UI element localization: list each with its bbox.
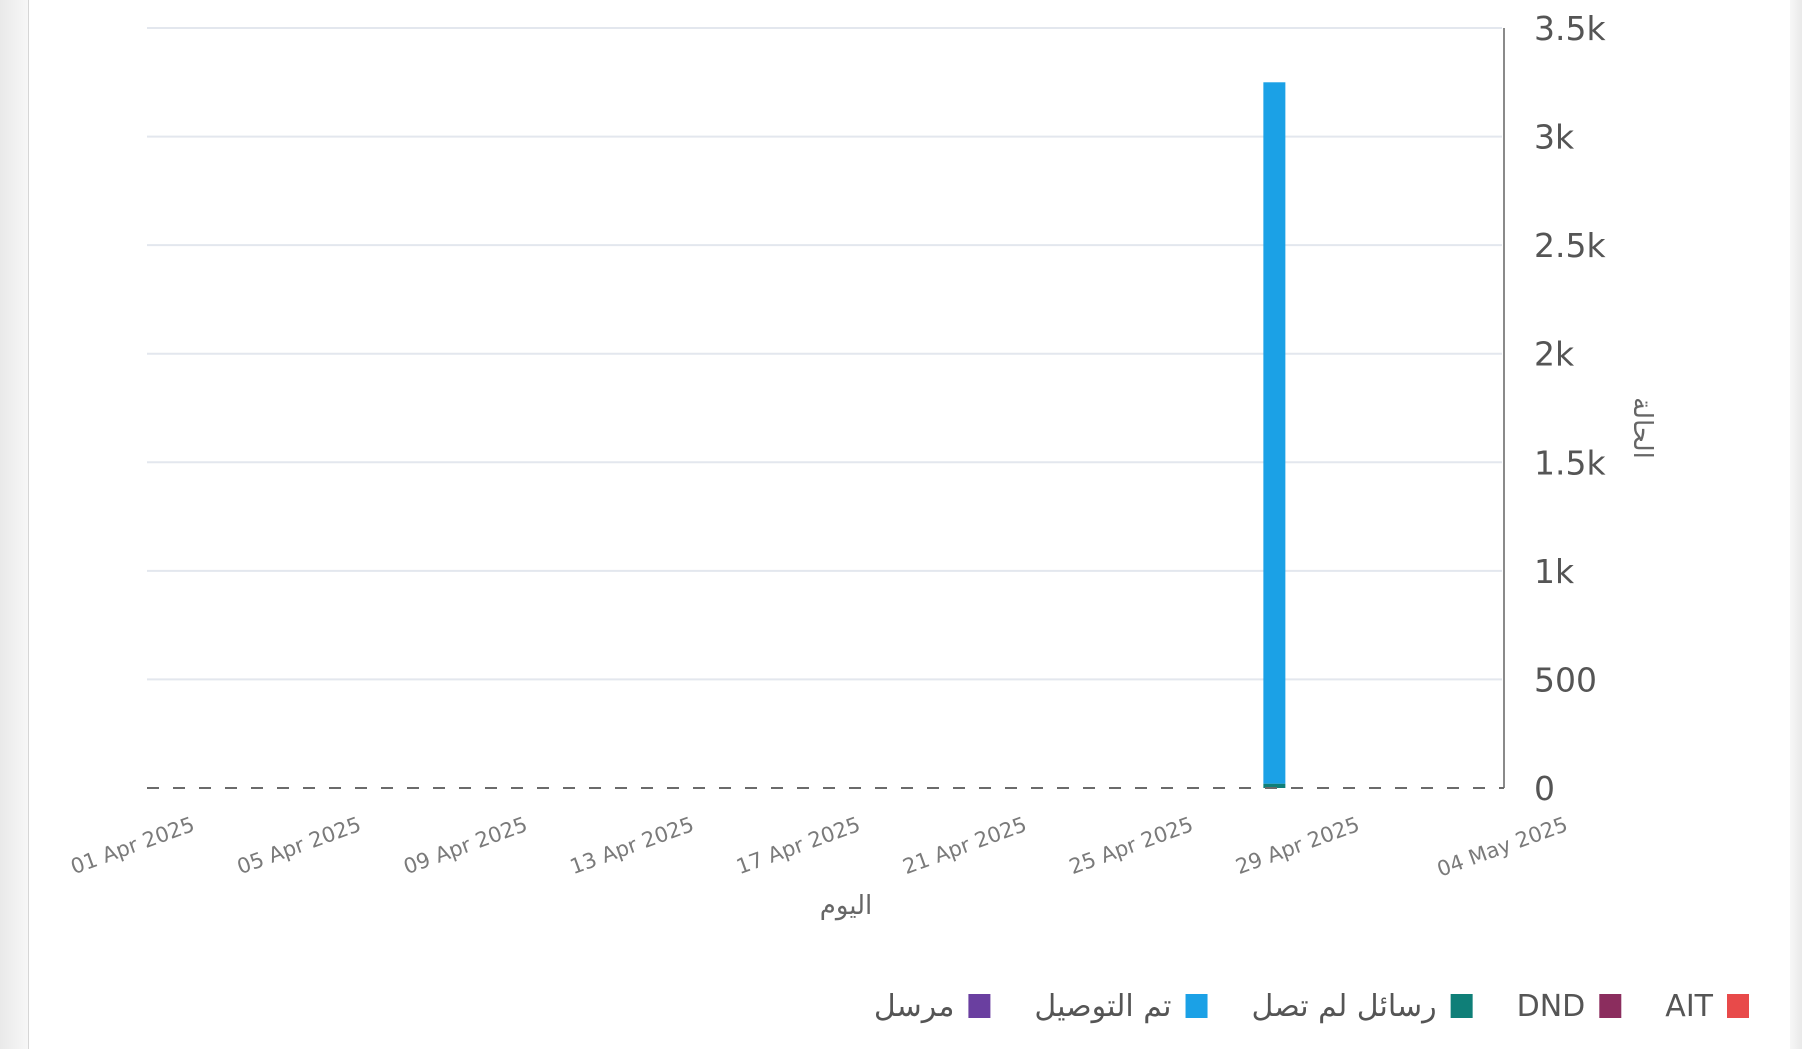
y-tick-label: 500 [1534,660,1597,699]
x-tick-label: 29 Apr 2025 [1232,812,1362,879]
chart-card: 0 500 1k 1.5k 2k 2.5k 3k 3.5k 01 Apr 2025 05 Apr… [28,0,1792,1049]
legend-label: DND [1517,989,1586,1024]
legend-label: AIT [1665,989,1713,1024]
x-tick-label: 21 Apr 2025 [900,812,1030,879]
x-tick-label: 01 Apr 2025 [67,812,197,879]
bar-segment-2-0[interactable] [1263,783,1286,788]
legend-swatch [968,994,991,1018]
legend-swatch [1727,994,1749,1018]
x-tick-label: 25 Apr 2025 [1066,812,1196,879]
legend-item[interactable]: DND [1517,989,1622,1024]
x-axis-title: اليوم [820,891,873,921]
y-tick-label: 2.5k [1534,226,1606,265]
legend-swatch [1450,994,1473,1018]
y-tick-label: 1.5k [1534,443,1606,482]
left-edge-shadow [0,0,28,1049]
axes [147,28,1505,789]
y-tick-label: 3k [1534,118,1575,157]
legend-label: مرسل [874,989,954,1024]
legend-swatch [1185,994,1208,1018]
y-tick-label: 1k [1534,552,1575,591]
y-tick-label: 2k [1534,335,1575,374]
y-tick-label: 3.5k [1534,9,1606,48]
legend-item[interactable]: تم التوصيل [1034,989,1208,1024]
legend-item[interactable]: AIT [1665,989,1749,1024]
x-tick-label: 17 Apr 2025 [733,812,863,879]
x-tick-labels: 01 Apr 2025 05 Apr 2025 09 Apr 2025 13 Apr … [67,812,1570,881]
y-axis-title: الحالة [1627,397,1657,459]
legend-item[interactable]: مرسل [874,989,991,1024]
right-edge-shadow [1790,0,1802,1049]
chart: 0 500 1k 1.5k 2k 2.5k 3k 3.5k 01 Apr 2025 05 Apr… [67,9,1749,1024]
legend-swatch [1599,994,1622,1018]
x-tick-label: 13 Apr 2025 [567,812,697,879]
x-tick-label: 09 Apr 2025 [400,812,530,879]
legend: AIT DND رسائل لم تصل تم التوصيل مرسل [874,989,1749,1024]
bar-segment-3-0[interactable] [1263,82,1286,784]
x-tick-label: 05 Apr 2025 [234,812,364,879]
legend-label: تم التوصيل [1034,989,1171,1024]
x-tick-label: 04 May 2025 [1434,812,1571,881]
bars [1263,82,1286,788]
y-tick-labels: 0 500 1k 1.5k 2k 2.5k 3k 3.5k [1534,9,1606,808]
legend-label: رسائل لم تصل [1252,989,1437,1024]
y-tick-label: 0 [1534,769,1555,808]
legend-item[interactable]: رسائل لم تصل [1252,989,1473,1024]
gridlines [147,27,1502,681]
